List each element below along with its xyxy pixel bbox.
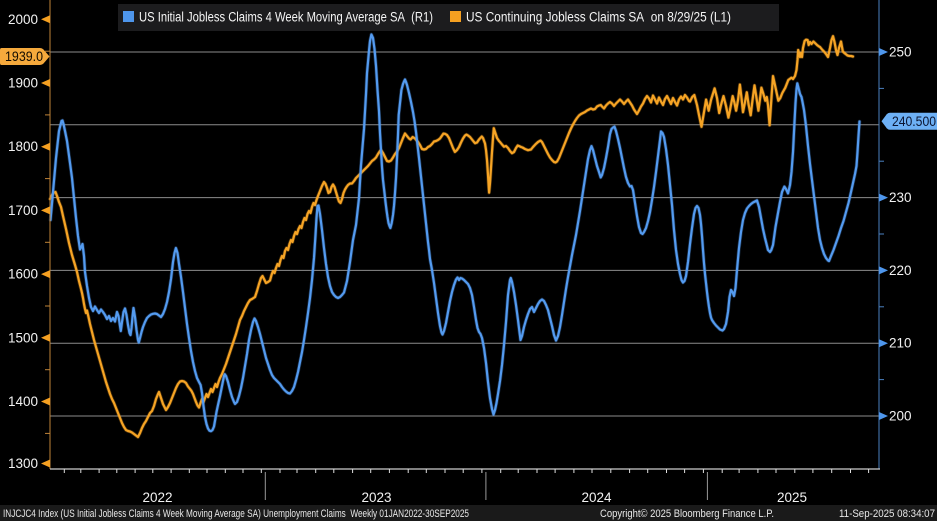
svg-text:US Initial Jobless Claims 4 We: US Initial Jobless Claims 4 Week Moving … <box>139 10 433 25</box>
svg-text:200: 200 <box>889 409 912 424</box>
svg-text:1939.0: 1939.0 <box>5 49 43 64</box>
svg-text:2024: 2024 <box>581 490 612 505</box>
svg-text:210: 210 <box>889 336 912 351</box>
svg-text:Copyright© 2025 Bloomberg Fina: Copyright© 2025 Bloomberg Finance L.P. <box>600 508 774 520</box>
svg-text:US Continuing Jobless Claims S: US Continuing Jobless Claims SA on 8/29/… <box>466 10 731 25</box>
svg-text:1800: 1800 <box>8 139 38 154</box>
svg-text:1600: 1600 <box>8 267 38 282</box>
svg-text:2000: 2000 <box>8 12 38 27</box>
svg-text:11-Sep-2025 08:34:07: 11-Sep-2025 08:34:07 <box>839 508 935 520</box>
svg-text:1700: 1700 <box>8 203 38 218</box>
svg-text:250: 250 <box>889 45 912 60</box>
svg-text:230: 230 <box>889 190 912 205</box>
svg-text:1900: 1900 <box>8 76 38 91</box>
svg-text:INJCJC4 Index (US Initial Jobl: INJCJC4 Index (US Initial Jobless Claims… <box>3 508 469 520</box>
svg-text:240.500: 240.500 <box>892 114 936 129</box>
svg-text:2022: 2022 <box>142 490 172 505</box>
svg-text:2023: 2023 <box>361 490 391 505</box>
svg-text:2025: 2025 <box>777 490 807 505</box>
svg-text:220: 220 <box>889 263 912 278</box>
svg-text:1400: 1400 <box>8 394 38 409</box>
svg-text:1300: 1300 <box>8 456 38 471</box>
svg-text:1500: 1500 <box>8 330 38 345</box>
